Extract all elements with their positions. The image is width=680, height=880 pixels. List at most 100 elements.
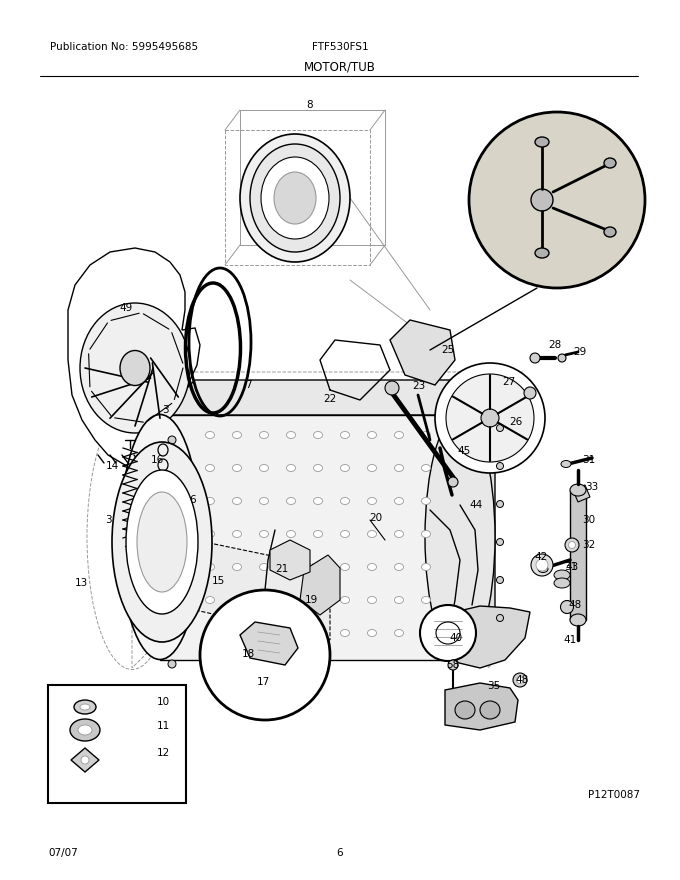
Ellipse shape (394, 597, 403, 604)
Polygon shape (240, 622, 298, 665)
Ellipse shape (70, 719, 100, 741)
Bar (48, 685, 186, 803)
Ellipse shape (367, 531, 377, 538)
Ellipse shape (260, 497, 269, 504)
Ellipse shape (233, 629, 241, 636)
Ellipse shape (530, 353, 540, 363)
Text: FTF530FS1: FTF530FS1 (311, 42, 369, 52)
Text: 8: 8 (307, 100, 313, 110)
Polygon shape (160, 380, 495, 415)
Ellipse shape (496, 501, 503, 508)
Ellipse shape (517, 677, 524, 684)
Text: 3: 3 (162, 405, 169, 415)
Ellipse shape (496, 424, 503, 431)
Ellipse shape (341, 431, 350, 438)
Ellipse shape (394, 497, 403, 504)
Ellipse shape (168, 500, 176, 508)
Ellipse shape (568, 541, 575, 548)
Ellipse shape (168, 436, 176, 444)
Ellipse shape (565, 538, 579, 552)
Text: 25: 25 (441, 345, 455, 355)
Polygon shape (270, 540, 310, 580)
Text: 19: 19 (305, 595, 318, 605)
Ellipse shape (481, 409, 499, 427)
Polygon shape (300, 555, 340, 615)
Ellipse shape (561, 460, 571, 467)
Ellipse shape (367, 597, 377, 604)
Ellipse shape (233, 531, 241, 538)
Polygon shape (573, 485, 590, 502)
Text: 49: 49 (120, 303, 133, 313)
Ellipse shape (480, 701, 500, 719)
Ellipse shape (313, 597, 322, 604)
Text: 6: 6 (190, 495, 197, 505)
Ellipse shape (205, 531, 214, 538)
Text: 45: 45 (458, 446, 471, 456)
Text: 31: 31 (582, 455, 596, 465)
Ellipse shape (367, 465, 377, 472)
Ellipse shape (205, 629, 214, 636)
Ellipse shape (341, 597, 350, 604)
Ellipse shape (141, 480, 179, 595)
Ellipse shape (535, 137, 549, 147)
Ellipse shape (367, 563, 377, 570)
Ellipse shape (313, 563, 322, 570)
Ellipse shape (367, 497, 377, 504)
Text: 43: 43 (565, 562, 579, 572)
Ellipse shape (205, 497, 214, 504)
Ellipse shape (260, 563, 269, 570)
Text: 22: 22 (324, 394, 337, 404)
Ellipse shape (168, 660, 176, 668)
Text: 40: 40 (449, 633, 462, 643)
Ellipse shape (531, 189, 553, 211)
Ellipse shape (168, 532, 176, 540)
Ellipse shape (394, 431, 403, 438)
Ellipse shape (446, 374, 534, 462)
Ellipse shape (261, 157, 329, 239)
Ellipse shape (496, 539, 503, 546)
Text: 14: 14 (105, 461, 118, 471)
Ellipse shape (205, 597, 214, 604)
Ellipse shape (531, 554, 553, 576)
Text: 48: 48 (568, 600, 581, 610)
Text: 30: 30 (583, 515, 596, 525)
Text: 27: 27 (503, 377, 515, 387)
Ellipse shape (120, 414, 200, 659)
Text: 12: 12 (156, 748, 169, 758)
Ellipse shape (420, 605, 476, 661)
Ellipse shape (535, 248, 549, 258)
Ellipse shape (168, 628, 176, 636)
Text: Publication No: 5995495685: Publication No: 5995495685 (50, 42, 198, 52)
Text: 35: 35 (488, 681, 500, 691)
Ellipse shape (313, 531, 322, 538)
Text: 16: 16 (150, 455, 164, 465)
Bar (570, 490, 586, 620)
Ellipse shape (496, 576, 503, 583)
Ellipse shape (422, 563, 430, 570)
Ellipse shape (313, 431, 322, 438)
Ellipse shape (286, 597, 296, 604)
Ellipse shape (435, 363, 545, 473)
Text: 26: 26 (509, 417, 523, 427)
Text: 20: 20 (369, 513, 383, 523)
Text: 48: 48 (515, 675, 528, 685)
Polygon shape (71, 748, 99, 772)
Polygon shape (390, 320, 455, 385)
Ellipse shape (422, 629, 430, 636)
Ellipse shape (496, 614, 503, 621)
Text: 15: 15 (211, 576, 224, 586)
Ellipse shape (394, 563, 403, 570)
Ellipse shape (240, 134, 350, 262)
Ellipse shape (168, 564, 176, 572)
Text: 32: 32 (582, 540, 596, 550)
Ellipse shape (313, 629, 322, 636)
Text: 11: 11 (156, 721, 169, 731)
Text: 10: 10 (156, 697, 169, 707)
Text: 58: 58 (446, 660, 460, 670)
Ellipse shape (341, 497, 350, 504)
Ellipse shape (367, 629, 377, 636)
Ellipse shape (233, 597, 241, 604)
Ellipse shape (422, 465, 430, 472)
Ellipse shape (422, 497, 430, 504)
Ellipse shape (200, 590, 330, 720)
